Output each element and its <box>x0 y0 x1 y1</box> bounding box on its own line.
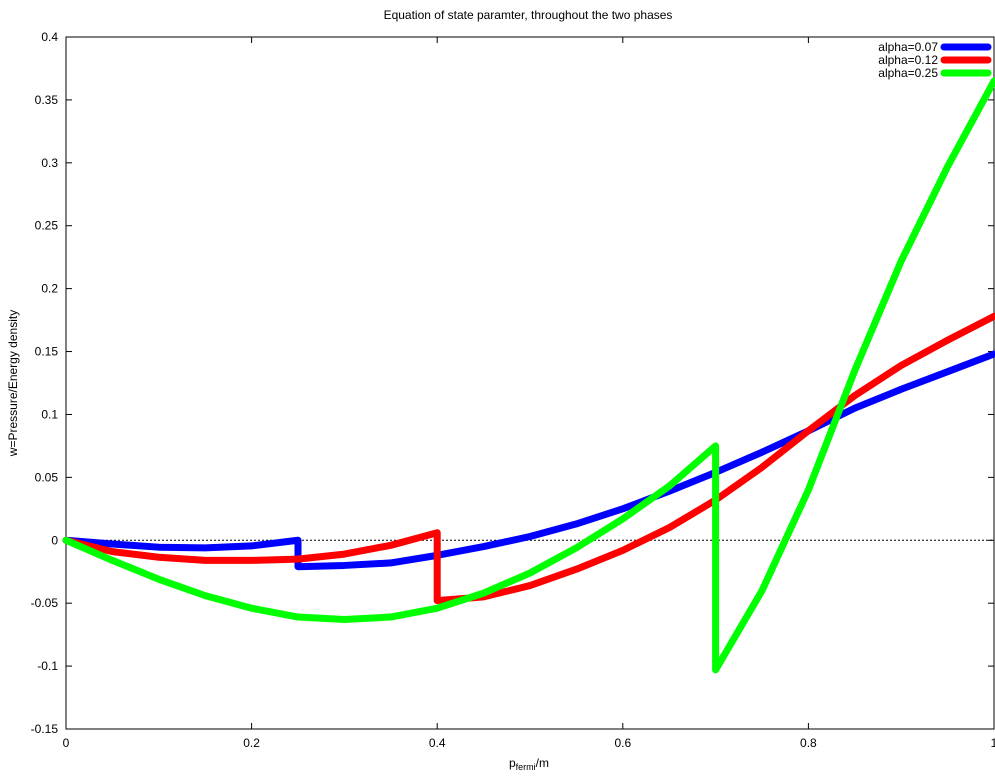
y-tick-label: 0.4 <box>41 30 58 44</box>
y-tick-label: 0.2 <box>41 282 58 296</box>
x-axis: 0 0.2 0.4 0.6 0.8 1 <box>63 37 995 750</box>
y-tick-label: 0.3 <box>41 156 58 170</box>
x-axis-label: pfermi/m <box>509 756 549 772</box>
legend-label: alpha=0.12 <box>878 53 938 67</box>
y-axis-label: w=Pressure/Energy density <box>6 310 20 457</box>
legend-label: alpha=0.07 <box>878 40 938 54</box>
series-line <box>62 350 995 571</box>
chart-title: Equation of state paramter, throughout t… <box>384 8 673 22</box>
y-tick-label: 0.25 <box>35 219 59 233</box>
series-line <box>62 312 995 605</box>
x-tick-label: 0.2 <box>243 736 260 750</box>
x-axis-label-suffix: /m <box>536 756 549 770</box>
x-tick-label: 0.6 <box>614 736 631 750</box>
y-tick-label: 0.05 <box>35 470 59 484</box>
x-tick-label: 0.8 <box>800 736 817 750</box>
y-tick-label: -0.15 <box>31 722 59 736</box>
y-tick-label: 0.15 <box>35 345 59 359</box>
y-tick-label: 0.35 <box>35 93 59 107</box>
x-axis-label-main: p <box>509 756 516 770</box>
series-layer <box>62 77 995 674</box>
y-tick-label: -0.05 <box>31 596 59 610</box>
y-tick-label: 0.1 <box>41 407 58 421</box>
x-axis-label-subscript: fermi <box>516 762 536 772</box>
plot-frame <box>65 36 995 730</box>
x-tick-label: 0.4 <box>429 736 446 750</box>
series-line <box>62 77 995 674</box>
y-tick-label: -0.1 <box>37 659 58 673</box>
x-tick-label: 1 <box>991 736 995 750</box>
legend-label: alpha=0.25 <box>878 66 938 80</box>
y-tick-label: 0 <box>51 533 58 547</box>
x-tick-label: 0 <box>63 736 70 750</box>
